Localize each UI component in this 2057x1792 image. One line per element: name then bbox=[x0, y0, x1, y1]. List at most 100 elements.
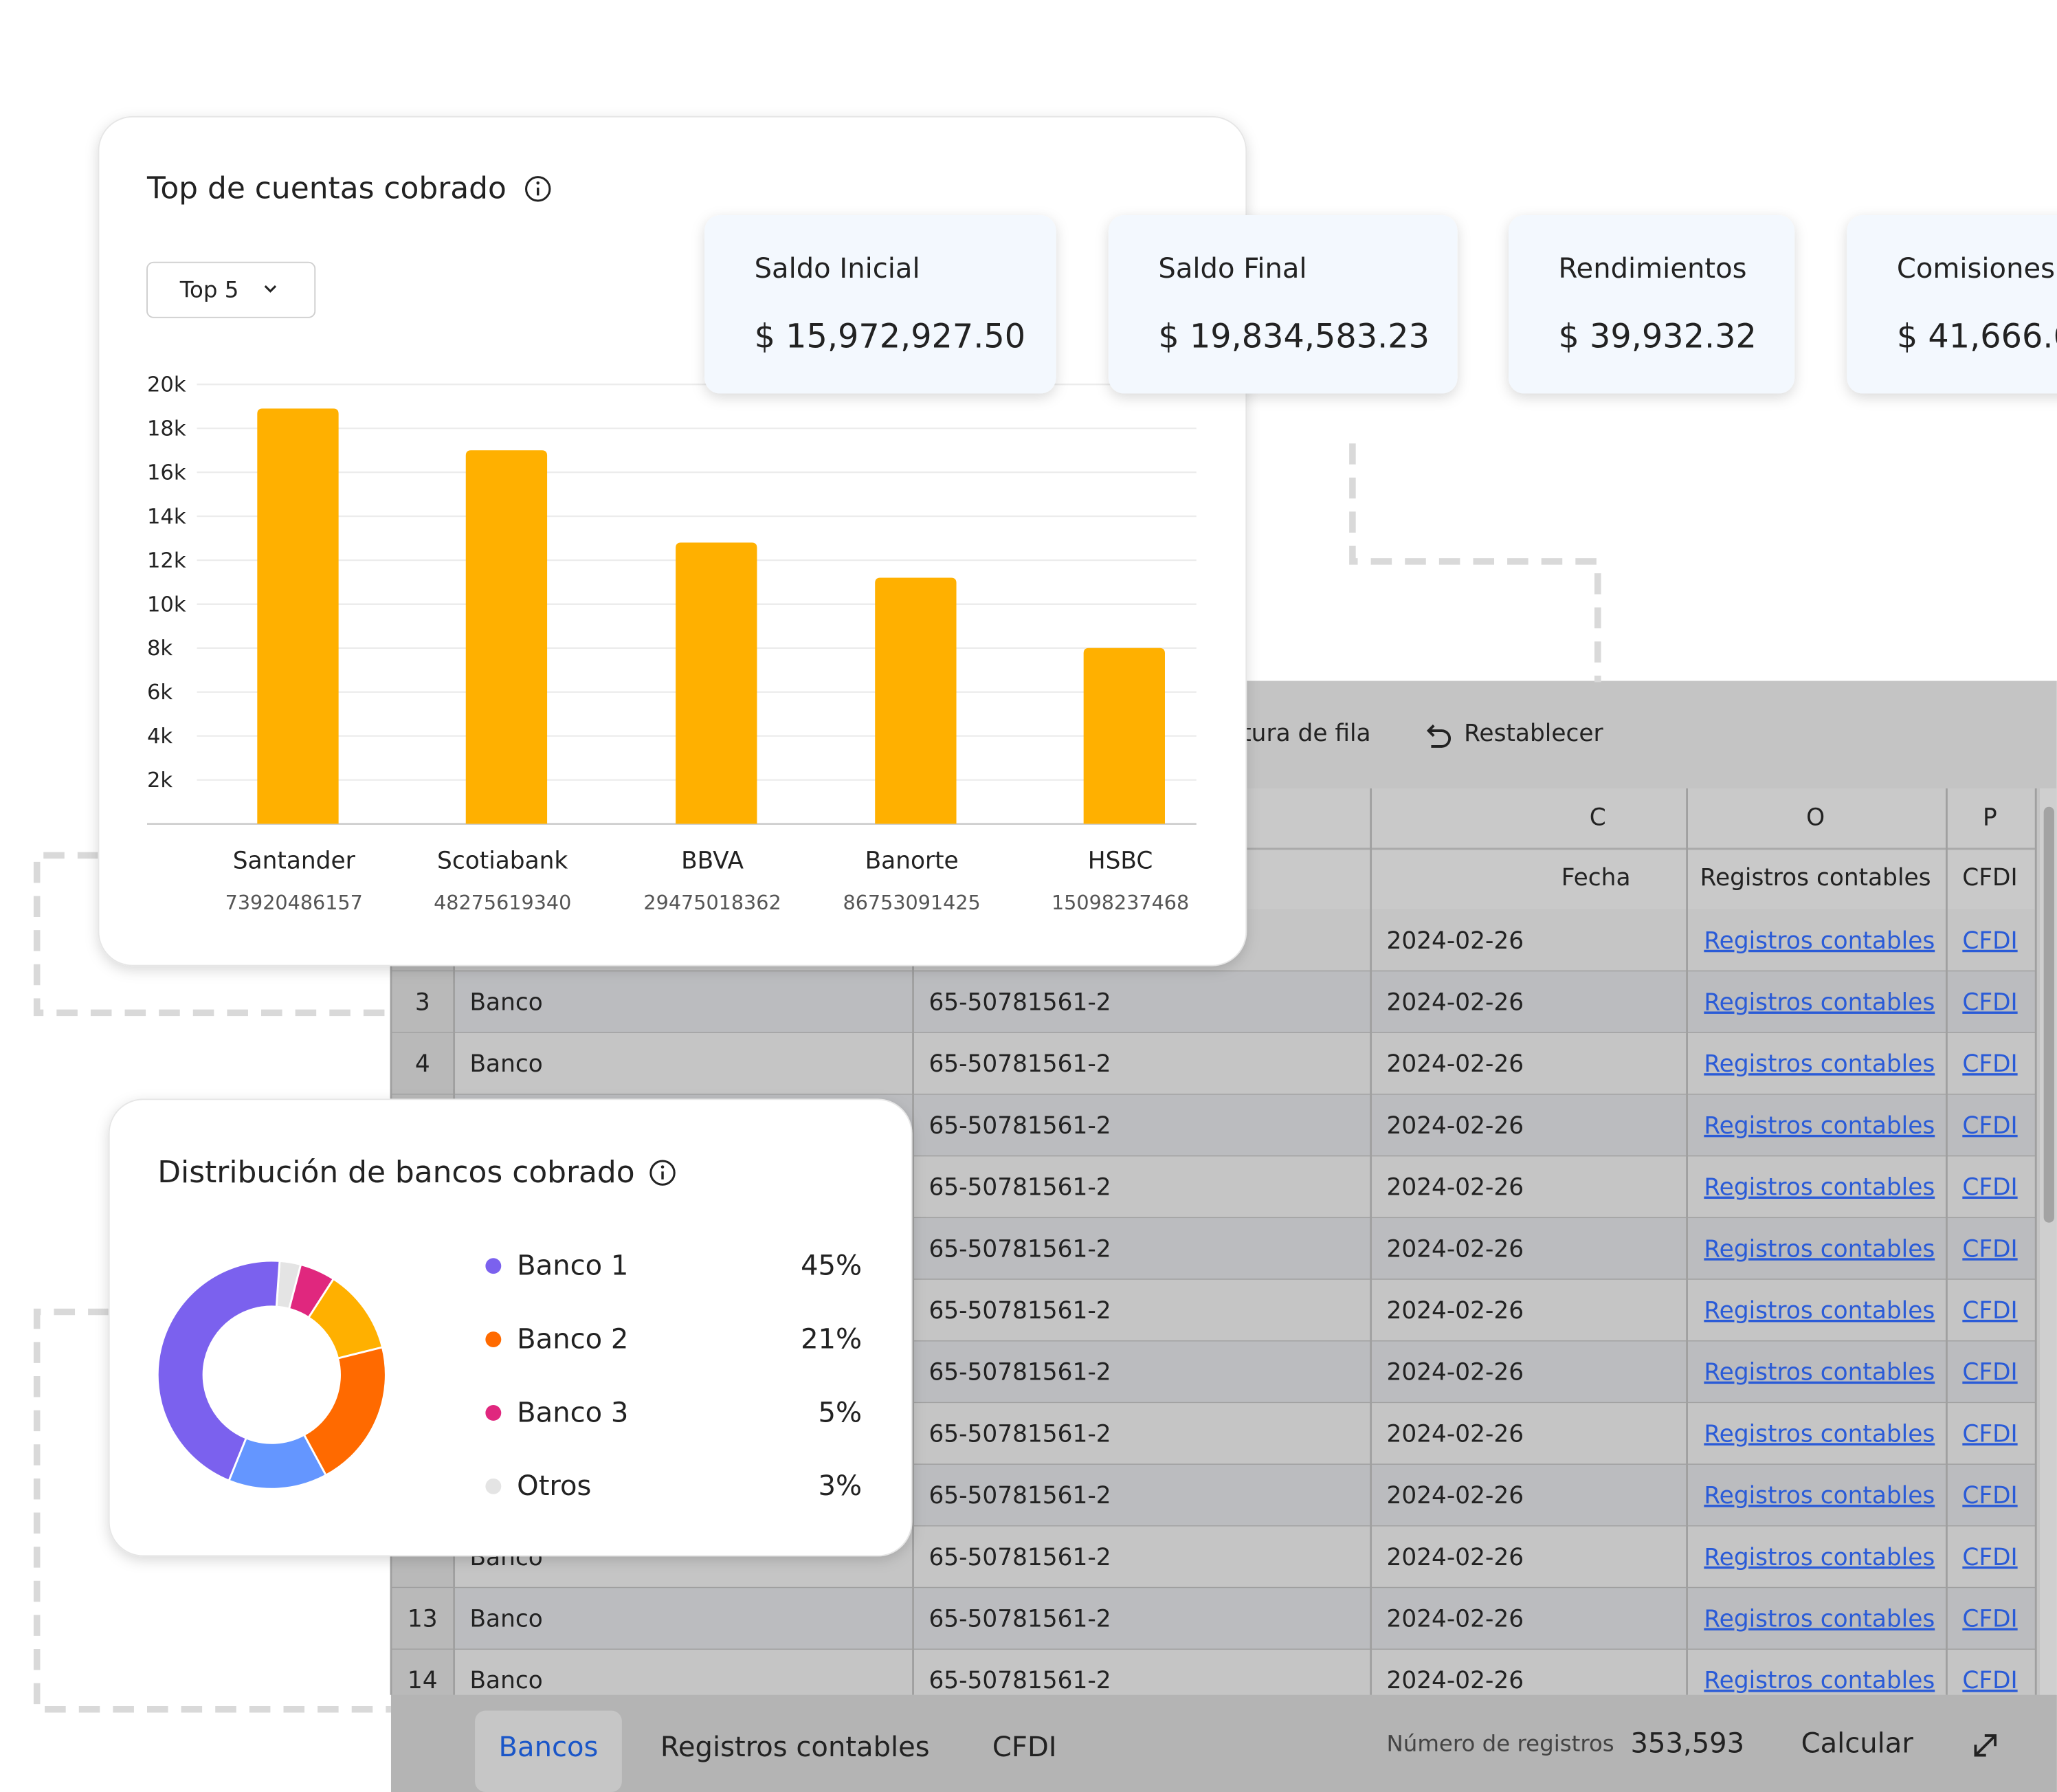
table-link[interactable]: Registros contables bbox=[1704, 1544, 1935, 1571]
table-cell: 2024-02-26 bbox=[1387, 1235, 1524, 1263]
bar bbox=[257, 408, 339, 824]
table-link[interactable]: CFDI bbox=[1962, 1112, 2017, 1140]
donut-card: Distribución de bancos cobrado Banco 1 45%… bbox=[108, 1098, 913, 1557]
calculate-button[interactable]: Calcular bbox=[1801, 1727, 1914, 1759]
table-link[interactable]: CFDI bbox=[1962, 988, 2017, 1016]
table-cell: 65-50781561-2 bbox=[929, 1420, 1111, 1448]
table-cell: 65-50781561-2 bbox=[929, 1544, 1111, 1571]
table-link[interactable]: Registros contables bbox=[1704, 1112, 1935, 1140]
legend-label: Otros bbox=[517, 1470, 591, 1502]
table-cell: 65-50781561-2 bbox=[929, 1359, 1111, 1386]
toolbar-item[interactable]: Restablecer bbox=[1464, 720, 1603, 747]
stat-card bbox=[1108, 214, 1458, 394]
x-tick-sublabel: 73920486157 bbox=[225, 891, 363, 914]
y-tick-label: 14k bbox=[147, 505, 186, 529]
connector bbox=[1349, 443, 1601, 683]
x-tick-label: Santander bbox=[233, 847, 356, 874]
row-number: 4 bbox=[415, 1050, 430, 1078]
stat-card bbox=[1847, 214, 2057, 394]
dropdown[interactable] bbox=[146, 261, 316, 318]
stat-value: $ 19,834,583.23 bbox=[1158, 318, 1430, 355]
bar bbox=[465, 450, 548, 824]
bar bbox=[1083, 648, 1165, 824]
table-cell: 2024-02-26 bbox=[1387, 1605, 1524, 1633]
footer-tab[interactable]: Bancos bbox=[499, 1732, 599, 1763]
table-link[interactable]: Registros contables bbox=[1704, 1667, 1935, 1694]
x-tick-label: BBVA bbox=[681, 847, 744, 874]
chart-title: Top de cuentas cobrado bbox=[146, 171, 507, 206]
table-link[interactable]: CFDI bbox=[1962, 1420, 2017, 1448]
table-cell: 2024-02-26 bbox=[1387, 1544, 1524, 1571]
footer-tab[interactable]: Registros contables bbox=[660, 1732, 930, 1763]
table-cell: 65-50781561-2 bbox=[929, 1235, 1111, 1263]
table-cell: 2024-02-26 bbox=[1387, 927, 1524, 955]
legend-label: Banco 1 bbox=[517, 1250, 628, 1282]
table-link[interactable]: CFDI bbox=[1962, 927, 2017, 955]
column-letter: C bbox=[1590, 804, 1606, 831]
table-link[interactable]: CFDI bbox=[1962, 1359, 2017, 1386]
row-number: 13 bbox=[408, 1605, 438, 1633]
y-tick-label: 8k bbox=[147, 637, 173, 661]
count-label: Número de registros bbox=[1387, 1730, 1614, 1756]
table-link[interactable]: Registros contables bbox=[1704, 1420, 1935, 1448]
table-link[interactable]: CFDI bbox=[1962, 1235, 2017, 1263]
table-cell: 2024-02-26 bbox=[1387, 1297, 1524, 1325]
table-link[interactable]: Registros contables bbox=[1704, 1482, 1935, 1509]
stat-card bbox=[1509, 214, 1795, 394]
table-cell: 2024-02-26 bbox=[1387, 1482, 1524, 1509]
table-cell: 65-50781561-2 bbox=[929, 1667, 1111, 1694]
y-tick-label: 6k bbox=[147, 681, 173, 705]
table-link[interactable]: Registros contables bbox=[1704, 1297, 1935, 1325]
table-link[interactable]: CFDI bbox=[1962, 1050, 2017, 1078]
x-tick-sublabel: 48275619340 bbox=[434, 891, 571, 914]
legend-dot bbox=[485, 1331, 502, 1348]
row-number: 14 bbox=[408, 1667, 438, 1694]
stat-card bbox=[704, 214, 1056, 394]
y-tick-label: 18k bbox=[147, 417, 186, 441]
table-link[interactable]: Registros contables bbox=[1704, 1050, 1935, 1078]
scrollbar-thumb[interactable] bbox=[2043, 806, 2054, 1223]
info-icon[interactable] bbox=[649, 1160, 676, 1186]
dropdown-chevron bbox=[264, 285, 277, 293]
table-link[interactable]: Registros contables bbox=[1704, 927, 1935, 955]
table-link[interactable]: Registros contables bbox=[1704, 1235, 1935, 1263]
toolbar-item[interactable]: tura de fila bbox=[1242, 720, 1370, 747]
x-tick-sublabel: 15098237468 bbox=[1052, 891, 1189, 914]
stat-value: $ 41,666.6 bbox=[1897, 318, 2057, 355]
row-number-cell bbox=[390, 1588, 454, 1650]
legend-label: Banco 2 bbox=[517, 1323, 628, 1355]
table-link[interactable]: CFDI bbox=[1962, 1667, 2017, 1694]
column-name: CFDI bbox=[1962, 864, 2017, 892]
footer-tab[interactable]: CFDI bbox=[992, 1732, 1057, 1763]
x-tick-sublabel: 29475018362 bbox=[643, 891, 781, 914]
stat-label: Saldo Final bbox=[1158, 253, 1307, 285]
table-cell: 2024-02-26 bbox=[1387, 1359, 1524, 1386]
stat-value: $ 15,972,927.50 bbox=[755, 318, 1026, 355]
table-link[interactable]: Registros contables bbox=[1704, 1359, 1935, 1386]
table-link[interactable]: CFDI bbox=[1962, 1297, 2017, 1325]
table-link[interactable]: Registros contables bbox=[1704, 988, 1935, 1016]
table-link[interactable]: CFDI bbox=[1962, 1482, 2017, 1509]
table-cell: 2024-02-26 bbox=[1387, 988, 1524, 1016]
stat-label: Rendimientos bbox=[1559, 253, 1747, 285]
column-letter: P bbox=[1983, 804, 1997, 831]
table-link[interactable]: Registros contables bbox=[1704, 1174, 1935, 1202]
table-cell: 2024-02-26 bbox=[1387, 1667, 1524, 1694]
row-number: 3 bbox=[415, 988, 430, 1016]
bar-card: Top de cuentas cobrado Top 5 2k 4k 6k 8k 10k 12… bbox=[98, 115, 1247, 966]
table-cell: 2024-02-26 bbox=[1387, 1050, 1524, 1078]
table-link[interactable]: CFDI bbox=[1962, 1174, 2017, 1202]
active-tab-bg bbox=[475, 1710, 622, 1792]
table-cell: 2024-02-26 bbox=[1387, 1174, 1524, 1202]
expand-icon[interactable] bbox=[1974, 1734, 1997, 1757]
table-cell: 65-50781561-2 bbox=[929, 1297, 1111, 1325]
info-icon[interactable] bbox=[525, 176, 551, 202]
y-tick-label: 20k bbox=[147, 373, 186, 397]
donut-segment bbox=[302, 1346, 387, 1477]
table-link[interactable]: Registros contables bbox=[1704, 1605, 1935, 1633]
x-tick-label: Banorte bbox=[865, 847, 959, 874]
table-link[interactable]: CFDI bbox=[1962, 1605, 2017, 1633]
table-row bbox=[390, 1588, 2036, 1650]
table-link[interactable]: CFDI bbox=[1962, 1544, 2017, 1571]
donut-segment bbox=[156, 1259, 281, 1482]
